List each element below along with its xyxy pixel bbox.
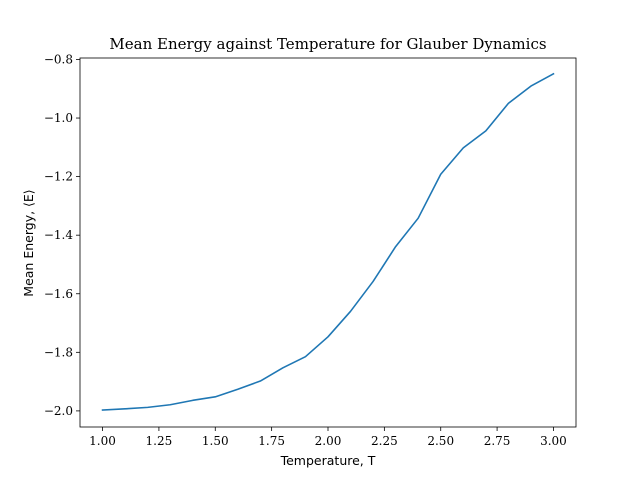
x-tick-label: 1.00 (89, 434, 116, 448)
y-tick-label: −1.2 (44, 170, 73, 184)
x-tick-label: 2.00 (315, 434, 342, 448)
axes-frame (79, 57, 577, 428)
plot-area: 1.00 1.25 1.50 1.75 2.00 2.25 2.50 2.75 3.00 −2.0… (44, 52, 577, 448)
x-tick-label: 3.00 (540, 434, 567, 448)
x-axis-label: Temperature, T (280, 453, 376, 468)
x-tick-label: 1.75 (258, 434, 285, 448)
x-tick-label: 2.25 (371, 434, 398, 448)
y-tick-label: −1.4 (44, 228, 74, 242)
x-tick-label: 1.25 (146, 434, 173, 448)
x-tick-label: 2.50 (427, 434, 454, 448)
y-axis-label: Mean Energy, ⟨E⟩ (21, 189, 36, 296)
x-tick-label: 2.75 (484, 434, 511, 448)
y-tick-label: −1.0 (44, 111, 73, 125)
y-tick-label: −1.8 (44, 345, 73, 359)
y-tick-label: −1.6 (44, 287, 73, 301)
chart-title: Mean Energy against Temperature for Glau… (109, 35, 546, 53)
y-tick-label: −2.0 (44, 404, 73, 418)
x-tick-label: 1.50 (202, 434, 229, 448)
series-line-0 (101, 72, 555, 411)
y-tick-label: −0.8 (44, 52, 73, 66)
